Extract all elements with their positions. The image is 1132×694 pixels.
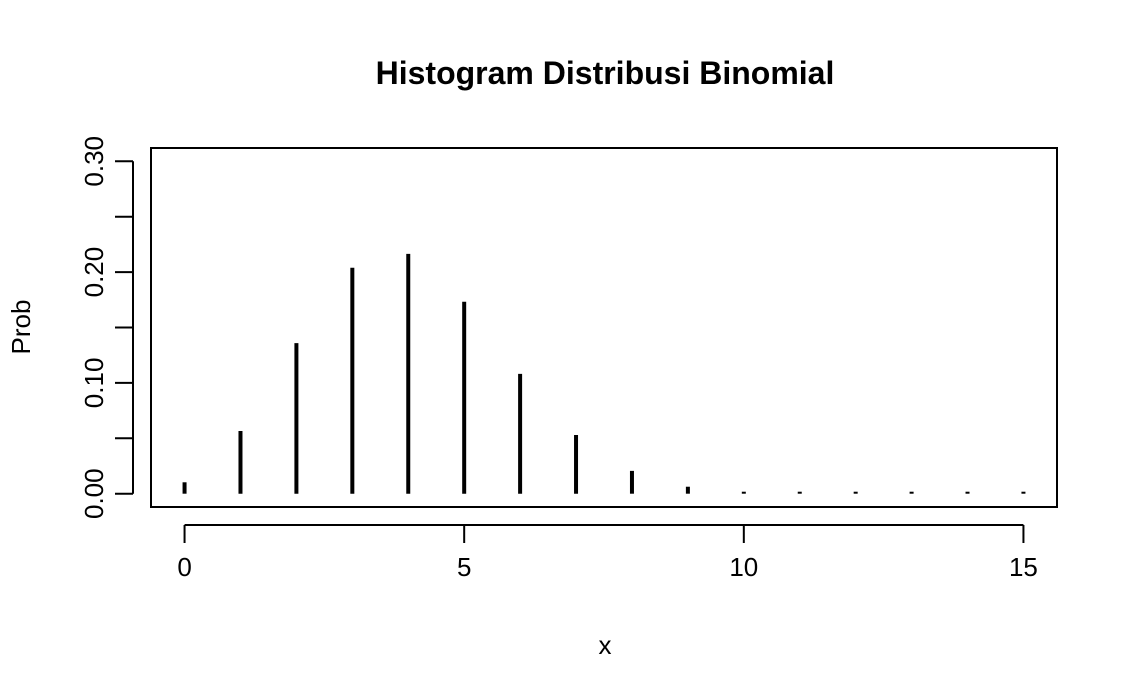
y-tick-label: 0.30 <box>79 136 109 187</box>
bars <box>182 253 1026 494</box>
x-axis-label: x <box>599 630 612 660</box>
y-tick-label: 0.10 <box>79 358 109 409</box>
plot-area-box <box>150 147 1058 508</box>
y-tick-label: 0.00 <box>79 468 109 519</box>
x-tick-label: 0 <box>177 552 191 582</box>
y-tick-label: 0.20 <box>79 247 109 298</box>
chart-title: Histogram Distribusi Binomial <box>376 55 835 91</box>
y-axis-label: Prob <box>6 300 36 355</box>
x-axis: 0 5 10 15 <box>177 524 1038 582</box>
x-tick-label: 15 <box>1009 552 1038 582</box>
x-tick-label: 5 <box>457 552 471 582</box>
y-axis: 0.00 0.10 0.20 0.30 <box>79 136 134 519</box>
x-tick-label: 10 <box>729 552 758 582</box>
